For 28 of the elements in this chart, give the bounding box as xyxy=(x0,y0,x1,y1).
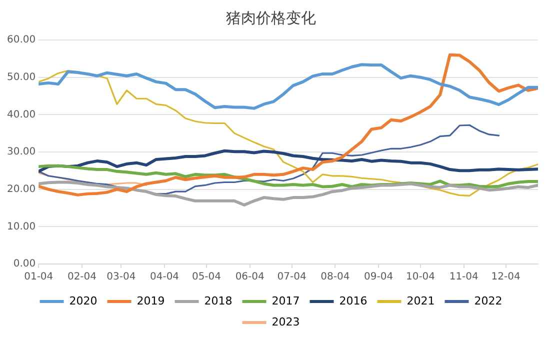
chart-title: 猪肉价格变化 xyxy=(226,8,316,27)
legend-label: 2023 xyxy=(272,315,300,328)
x-tick-label: 08-04 xyxy=(320,272,350,283)
x-tick-label: 02-04 xyxy=(67,272,97,283)
legend-label: 2017 xyxy=(272,294,300,308)
legend-label: 2020 xyxy=(69,294,98,308)
x-tick-label: 09-04 xyxy=(364,272,394,283)
y-tick-label: 30.00 xyxy=(6,146,36,158)
legend-label: 2016 xyxy=(339,294,368,308)
x-tick-label: 12-04 xyxy=(491,272,520,283)
x-tick-label: 05-04 xyxy=(192,272,222,283)
x-tick-label: 07-04 xyxy=(277,272,306,283)
y-tick-label: 10.00 xyxy=(6,221,36,232)
legend-label: 2019 xyxy=(136,294,165,308)
y-tick-label: 60.00 xyxy=(6,34,36,46)
x-tick-label: 03-04 xyxy=(106,272,136,283)
x-tick-label: 04-04 xyxy=(150,272,180,283)
x-tick-label: 10-04 xyxy=(406,272,436,283)
y-tick-label: 0.00 xyxy=(13,258,36,270)
x-tick-label: 06-04 xyxy=(235,272,264,283)
x-tick-label: 01-04 xyxy=(24,272,54,283)
y-tick-label: 40.00 xyxy=(6,109,36,120)
x-tick-label: 11-04 xyxy=(449,272,478,283)
legend-label: 2018 xyxy=(204,294,232,308)
y-tick-label: 50.00 xyxy=(6,72,36,83)
legend-label: 2022 xyxy=(474,294,502,308)
y-tick-label: 20.00 xyxy=(6,184,36,195)
legend-label: 2021 xyxy=(406,294,435,308)
